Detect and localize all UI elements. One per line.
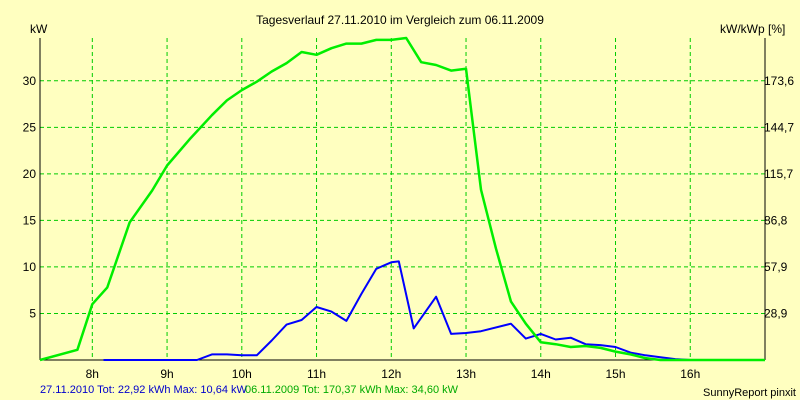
y-left-tick-label: 25 [23,120,37,134]
x-tick-label: 11h [307,367,326,381]
y-right-tick-label: 144,7 [764,120,794,134]
y-left-tick-label: 30 [23,74,37,88]
y-left-tick-label: 5 [29,306,36,320]
grid-layer [40,38,765,360]
y-axis-left-label: kW [30,22,48,36]
footer-series2-summary: 06.11.2009 Tot: 170,37 kWh Max: 34,60 kW [245,384,459,396]
y-left-tick-label: 20 [23,167,37,181]
x-tick-label: 13h [456,367,476,381]
footer-series1-summary: 27.11.2010 Tot: 22,92 kWh Max: 10,64 kW [40,384,247,396]
series-line-27-11-2010 [103,260,721,361]
y-left-tick-label: 15 [23,213,37,227]
series-line-06-11-2009 [39,36,765,362]
x-tick-label: 12h [381,367,401,381]
y-left-tick-label: 10 [23,260,37,274]
labels-layer: Tagesverlauf 27.11.2010 im Vergleich zum… [23,13,796,399]
axes-layer [39,38,766,361]
x-tick-label: 14h [531,367,551,381]
footer-credit: SunnyReport pinxit [703,387,796,399]
x-tick-label: 9h [160,367,173,381]
y-right-tick-label: 28,9 [764,306,788,320]
series-layer [39,36,765,362]
x-tick-label: 15h [605,367,625,381]
y-right-tick-label: 115,7 [764,167,793,181]
x-tick-label: 10h [232,367,252,381]
x-tick-label: 8h [86,367,99,381]
y-axis-right-label: kW/kWp [%] [720,22,785,36]
chart-title: Tagesverlauf 27.11.2010 im Vergleich zum… [256,13,544,27]
y-right-tick-label: 173,6 [764,74,794,88]
y-right-tick-label: 86,8 [764,213,788,227]
y-right-tick-label: 57,9 [764,260,788,274]
x-tick-label: 16h [680,367,700,381]
